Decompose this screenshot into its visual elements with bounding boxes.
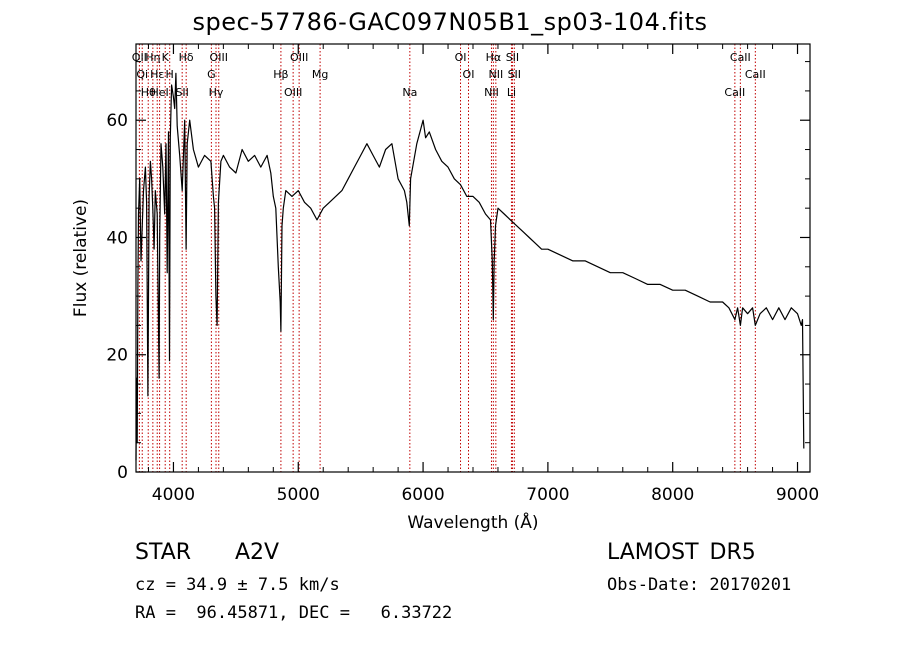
spectral-line-label: OI — [455, 51, 467, 64]
x-tick-label: 8000 — [651, 485, 694, 505]
spectral-line-label: Hα — [486, 51, 502, 64]
spectral-line-label: CaII — [745, 68, 766, 81]
spectral-line-label: Hγ — [209, 86, 224, 99]
x-tick-label: 9000 — [776, 485, 819, 505]
spectral-line-label: SII — [506, 51, 519, 64]
spectral-line-label: Na — [402, 86, 417, 99]
spectral-line-labels: OIIQiHθHηHεHeIKHSIIHδGHγOIIIHβOIIIOIIIMg… — [132, 51, 766, 99]
spectral-line-label: HeI — [150, 86, 168, 99]
spectral-line-label: Hδ — [179, 51, 194, 64]
redshift-velocity: cz = 34.9 ± 7.5 km/s — [135, 575, 340, 595]
y-tick-label: 0 — [117, 463, 128, 483]
spectral-line-label: Li — [507, 86, 516, 99]
spectral-line-label: G — [207, 68, 216, 81]
spectral-line-label: CaII — [724, 86, 745, 99]
spectral-line-label: Hβ — [273, 68, 288, 81]
spectral-line-label: Hη — [145, 51, 160, 64]
spectral-line-label: OIII — [290, 51, 308, 64]
x-tick-label: 6000 — [401, 485, 444, 505]
spectral-line-label: SII — [175, 86, 188, 99]
spectral-line-label: K — [162, 51, 170, 64]
spectral-line-label: Hε — [150, 68, 164, 81]
spectral-line-label: OIII — [210, 51, 228, 64]
spectral-line-label: H — [166, 68, 174, 81]
observation-date: Obs-Date: 20170201 — [607, 575, 792, 595]
spectral-line-markers — [138, 44, 756, 472]
y-tick-label: 60 — [106, 111, 128, 131]
chart-title: spec-57786-GAC097N05B1_sp03-104.fits — [192, 8, 708, 36]
survey-name: LAMOST DR5 — [607, 540, 756, 565]
spectral-line-label: OIII — [284, 86, 302, 99]
spectral-line-label: CaII — [730, 51, 751, 64]
coordinates: RA = 96.45871, DEC = 6.33722 — [135, 603, 453, 623]
x-axis-label: Wavelength (Å) — [407, 511, 538, 533]
spectral-line-label: Hθ — [141, 86, 156, 99]
x-tick-label: 5000 — [277, 485, 320, 505]
spectral-line-label: Qi — [136, 68, 148, 81]
y-axis: 0 20 40 60 — [106, 61, 810, 483]
x-tick-label: 7000 — [526, 485, 569, 505]
y-axis-label: Flux (relative) — [71, 199, 91, 317]
spectral-line-label: NII — [484, 86, 499, 99]
spectral-line-label: SII — [508, 68, 521, 81]
y-tick-label: 20 — [106, 346, 128, 366]
spectral-line-label: OI — [463, 68, 475, 81]
plot-frame — [135, 43, 811, 473]
spectral-line-label: NII — [488, 68, 503, 81]
spectrum-series-line — [135, 72, 805, 461]
y-tick-label: 40 — [106, 228, 128, 248]
x-axis: 4000 5000 6000 7000 8000 9000 — [147, 44, 819, 505]
object-type: STAR — [135, 540, 192, 565]
object-subclass: A2V — [235, 540, 280, 565]
x-tick-label: 4000 — [152, 485, 195, 505]
spectral-line-label: Mg — [312, 68, 328, 81]
